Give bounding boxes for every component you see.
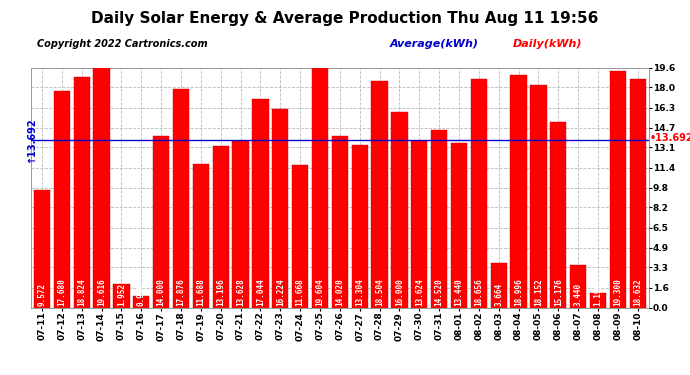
Bar <box>491 262 507 308</box>
Bar <box>570 266 586 308</box>
Bar <box>233 141 248 308</box>
Text: 18.656: 18.656 <box>474 278 483 306</box>
Text: 17.044: 17.044 <box>256 278 265 306</box>
Bar <box>113 284 130 308</box>
Text: 0.936: 0.936 <box>137 282 146 306</box>
Text: 18.824: 18.824 <box>77 278 86 306</box>
Text: 13.440: 13.440 <box>455 278 464 306</box>
Text: Copyright 2022 Cartronics.com: Copyright 2022 Cartronics.com <box>37 39 208 49</box>
Bar <box>172 88 189 308</box>
Text: 18.504: 18.504 <box>375 278 384 306</box>
Bar <box>153 136 169 308</box>
Text: 19.300: 19.300 <box>613 278 622 306</box>
Text: 1.196: 1.196 <box>593 282 602 306</box>
Text: 19.604: 19.604 <box>315 278 324 306</box>
Text: 18.632: 18.632 <box>633 278 642 306</box>
Text: 1.952: 1.952 <box>117 282 126 306</box>
Text: Daily Solar Energy & Average Production Thu Aug 11 19:56: Daily Solar Energy & Average Production … <box>91 11 599 26</box>
Bar <box>34 190 50 308</box>
Bar <box>471 79 487 308</box>
Text: 17.876: 17.876 <box>177 278 186 306</box>
Text: 9.572: 9.572 <box>37 282 46 306</box>
Bar <box>629 80 646 308</box>
Bar <box>54 91 70 308</box>
Text: •13.692: •13.692 <box>649 133 690 143</box>
Bar <box>411 141 427 308</box>
Bar <box>550 122 566 308</box>
Bar <box>530 85 546 308</box>
Bar <box>74 77 90 308</box>
Bar <box>391 112 408 308</box>
Text: 3.664: 3.664 <box>494 282 503 306</box>
Text: 18.996: 18.996 <box>514 278 523 306</box>
Bar <box>193 164 209 308</box>
Bar <box>610 71 626 308</box>
Text: Daily(kWh): Daily(kWh) <box>513 39 582 49</box>
Text: 13.304: 13.304 <box>355 278 364 306</box>
Text: 14.000: 14.000 <box>157 278 166 306</box>
Text: 3.440: 3.440 <box>573 282 582 306</box>
Text: 19.616: 19.616 <box>97 278 106 306</box>
Text: 14.520: 14.520 <box>435 278 444 306</box>
Text: 18.152: 18.152 <box>534 278 543 306</box>
Text: 14.020: 14.020 <box>335 278 344 306</box>
Text: 13.196: 13.196 <box>216 278 225 306</box>
Bar <box>272 109 288 308</box>
Text: ↑13.692: ↑13.692 <box>26 117 36 163</box>
Bar <box>511 75 526 307</box>
Bar <box>93 67 110 308</box>
Text: 16.224: 16.224 <box>276 278 285 306</box>
Text: 11.688: 11.688 <box>197 278 206 306</box>
Bar <box>332 136 348 308</box>
Bar <box>451 143 467 308</box>
Bar <box>213 146 229 308</box>
Text: 11.668: 11.668 <box>295 278 304 306</box>
Bar <box>253 99 268 308</box>
Text: 15.176: 15.176 <box>554 278 563 306</box>
Bar <box>371 81 388 308</box>
Bar <box>431 130 447 308</box>
Bar <box>292 165 308 308</box>
Text: Average(kWh): Average(kWh) <box>389 39 478 49</box>
Text: 13.624: 13.624 <box>415 278 424 306</box>
Text: 13.628: 13.628 <box>236 278 245 306</box>
Bar <box>133 296 150 307</box>
Bar <box>590 293 606 308</box>
Bar <box>312 68 328 308</box>
Bar <box>351 145 368 308</box>
Text: 16.000: 16.000 <box>395 278 404 306</box>
Text: 17.680: 17.680 <box>57 278 66 306</box>
